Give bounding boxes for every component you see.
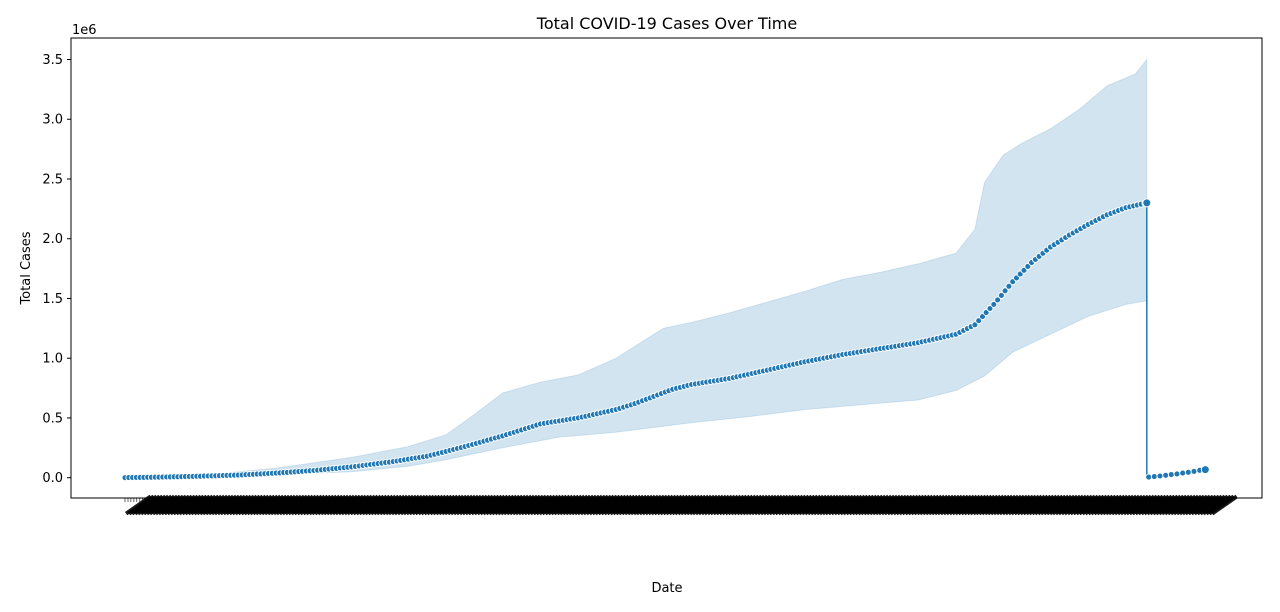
data-point [1001, 287, 1009, 295]
data-point [1156, 472, 1164, 480]
confidence-band [124, 58, 1148, 479]
y-tick-label: 2.5 [42, 172, 63, 187]
data-point [1145, 473, 1153, 481]
y-axis-label: Total Cases [19, 231, 34, 305]
data-point [975, 317, 983, 325]
y-tick-label: 1.5 [42, 292, 63, 307]
data-point [1167, 471, 1175, 479]
data-point [1190, 467, 1198, 475]
data-point [1200, 465, 1210, 475]
x-tick-label [1211, 494, 1238, 516]
y-tick-label: 2.0 [42, 232, 63, 247]
y-tick-label: 3.0 [42, 113, 63, 128]
y-tick-label: 1.0 [42, 352, 63, 367]
data-point [997, 291, 1005, 299]
y-offset-label: 1e6 [72, 23, 97, 38]
data-point [1142, 198, 1152, 208]
data-point [1184, 468, 1192, 476]
data-point [1173, 470, 1181, 478]
plot-layer [121, 58, 1210, 482]
data-point [990, 300, 998, 308]
x-axis-ticks [124, 494, 1238, 516]
y-axis-ticks: 0.0 0.5 1.0 1.5 2.0 2.5 3.0 3.5 [42, 53, 71, 486]
y-tick-label: 3.5 [42, 53, 63, 68]
chart-title: Total COVID-19 Cases Over Time [536, 14, 797, 33]
data-point [1005, 282, 1013, 290]
data-point [971, 321, 979, 329]
data-point [1150, 473, 1158, 481]
data-point [986, 305, 994, 312]
y-tick-label: 0.5 [42, 411, 63, 426]
data-point [982, 309, 990, 317]
x-axis-label: Date [651, 581, 682, 596]
data-point [1162, 471, 1170, 479]
y-tick-label: 0.0 [42, 471, 63, 486]
data-point [1179, 469, 1187, 477]
data-point [994, 296, 1002, 304]
